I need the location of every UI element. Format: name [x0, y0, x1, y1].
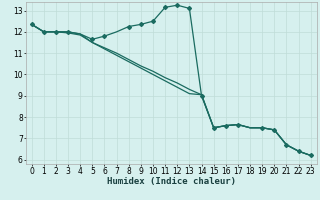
X-axis label: Humidex (Indice chaleur): Humidex (Indice chaleur): [107, 177, 236, 186]
